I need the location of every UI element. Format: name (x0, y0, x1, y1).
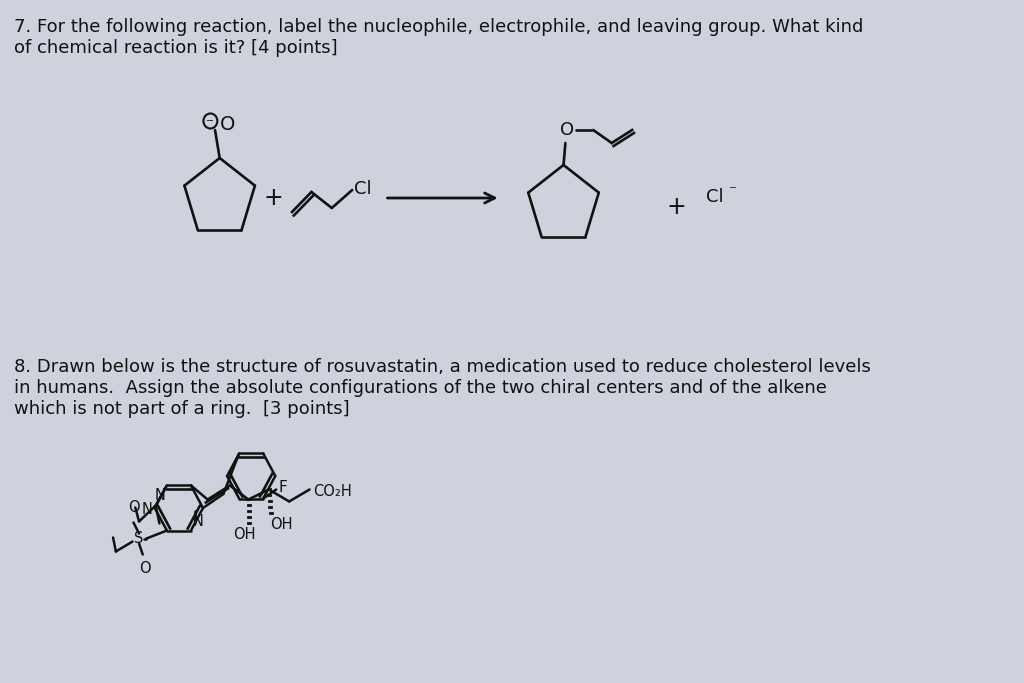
Text: F: F (279, 480, 287, 495)
Text: O: O (139, 561, 151, 576)
Text: N: N (193, 514, 204, 529)
Text: OH: OH (270, 518, 293, 533)
Text: CO₂H: CO₂H (313, 484, 352, 499)
Text: 7. For the following reaction, label the nucleophile, electrophile, and leaving : 7. For the following reaction, label the… (14, 18, 863, 57)
Text: O: O (128, 499, 139, 514)
Text: Cl: Cl (707, 188, 724, 206)
Text: Cl: Cl (354, 180, 372, 198)
Text: +: + (667, 195, 686, 219)
Text: N: N (142, 501, 153, 516)
Text: N: N (155, 488, 166, 503)
Text: +: + (263, 186, 284, 210)
Text: 8. Drawn below is the structure of rosuvastatin, a medication used to reduce cho: 8. Drawn below is the structure of rosuv… (14, 358, 870, 417)
Text: O: O (560, 121, 574, 139)
Text: −: − (206, 116, 214, 126)
Text: S: S (134, 531, 143, 546)
Text: OH: OH (233, 527, 256, 542)
Text: O: O (220, 115, 236, 133)
Text: ⁻: ⁻ (729, 184, 737, 199)
